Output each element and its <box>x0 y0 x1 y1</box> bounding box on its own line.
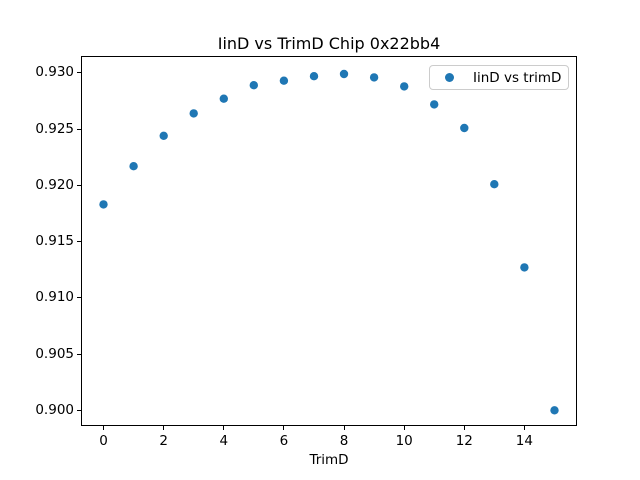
data-point <box>369 73 379 82</box>
data-point <box>430 100 439 109</box>
x-tick-label: 12 <box>455 433 473 449</box>
x-tick-label: 6 <box>279 433 289 449</box>
y-tick-mark <box>77 297 81 299</box>
x-tick-label: 14 <box>515 433 533 449</box>
y-tick-label: 0.910 <box>35 289 74 306</box>
data-point <box>550 406 559 415</box>
data-point <box>249 81 258 90</box>
legend-marker-icon <box>445 73 454 82</box>
x-axis-label: TrimD <box>309 452 349 468</box>
x-tick-mark <box>283 426 285 430</box>
data-point <box>129 162 138 171</box>
y-tick-mark <box>77 184 81 186</box>
x-tick-mark <box>103 426 104 430</box>
data-point <box>460 123 469 133</box>
data-point <box>339 69 349 79</box>
data-point <box>189 109 198 118</box>
x-tick-label: 4 <box>219 433 229 449</box>
data-point <box>159 131 168 140</box>
y-tick-label: 0.930 <box>35 64 74 81</box>
x-tick-mark <box>463 426 465 430</box>
y-tick-label: 0.905 <box>35 345 74 362</box>
data-point <box>520 263 529 272</box>
plot-area: IinD vs trimD <box>81 56 577 426</box>
x-tick-label: 10 <box>395 433 413 449</box>
chart-title: IinD vs TrimD Chip 0x22bb4 <box>217 34 441 53</box>
data-point <box>99 200 108 209</box>
x-tick-label: 0 <box>99 433 108 449</box>
x-tick-label: 2 <box>159 433 168 449</box>
y-tick-label: 0.915 <box>35 233 74 250</box>
x-tick-mark <box>403 426 405 430</box>
y-tick-mark <box>77 241 81 243</box>
x-tick-label: 8 <box>339 433 349 449</box>
data-point <box>219 94 228 103</box>
scatter-points <box>99 69 559 415</box>
legend: IinD vs trimD <box>429 65 569 90</box>
y-tick-label: 0.900 <box>35 401 74 418</box>
y-tick-mark <box>77 409 81 411</box>
x-tick-mark <box>523 426 525 430</box>
y-tick-label: 0.920 <box>35 176 74 193</box>
data-point <box>400 82 409 91</box>
data-point <box>309 72 319 81</box>
y-tick-mark <box>77 72 81 74</box>
x-tick-mark <box>223 426 225 430</box>
y-tick-mark <box>77 128 81 130</box>
x-tick-mark <box>343 426 345 430</box>
y-tick-label: 0.925 <box>35 120 74 137</box>
y-tick-mark <box>77 353 81 355</box>
x-tick-mark <box>163 426 165 430</box>
legend-label: IinD vs trimD <box>473 69 562 86</box>
data-point <box>279 76 289 85</box>
data-point <box>490 180 499 189</box>
